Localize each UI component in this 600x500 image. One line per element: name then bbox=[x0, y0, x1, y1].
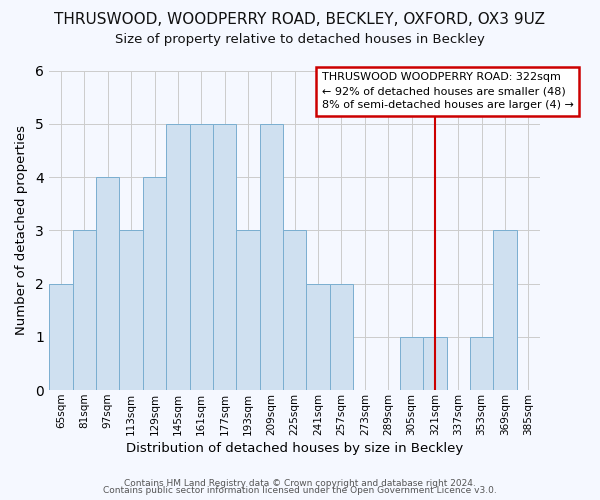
Bar bbox=[96, 177, 119, 390]
Bar bbox=[49, 284, 73, 390]
Bar bbox=[470, 337, 493, 390]
Bar bbox=[190, 124, 213, 390]
Bar bbox=[119, 230, 143, 390]
Text: Size of property relative to detached houses in Beckley: Size of property relative to detached ho… bbox=[115, 32, 485, 46]
Bar bbox=[73, 230, 96, 390]
Bar bbox=[143, 177, 166, 390]
X-axis label: Distribution of detached houses by size in Beckley: Distribution of detached houses by size … bbox=[126, 442, 463, 455]
Text: Contains public sector information licensed under the Open Government Licence v3: Contains public sector information licen… bbox=[103, 486, 497, 495]
Text: THRUSWOOD WOODPERRY ROAD: 322sqm
← 92% of detached houses are smaller (48)
8% of: THRUSWOOD WOODPERRY ROAD: 322sqm ← 92% o… bbox=[322, 72, 574, 110]
Bar bbox=[213, 124, 236, 390]
Y-axis label: Number of detached properties: Number of detached properties bbox=[15, 126, 28, 336]
Bar bbox=[307, 284, 330, 390]
Bar bbox=[400, 337, 423, 390]
Text: THRUSWOOD, WOODPERRY ROAD, BECKLEY, OXFORD, OX3 9UZ: THRUSWOOD, WOODPERRY ROAD, BECKLEY, OXFO… bbox=[55, 12, 545, 28]
Bar bbox=[493, 230, 517, 390]
Bar bbox=[166, 124, 190, 390]
Bar bbox=[283, 230, 307, 390]
Bar bbox=[260, 124, 283, 390]
Bar bbox=[236, 230, 260, 390]
Text: Contains HM Land Registry data © Crown copyright and database right 2024.: Contains HM Land Registry data © Crown c… bbox=[124, 478, 476, 488]
Bar bbox=[330, 284, 353, 390]
Bar bbox=[423, 337, 446, 390]
